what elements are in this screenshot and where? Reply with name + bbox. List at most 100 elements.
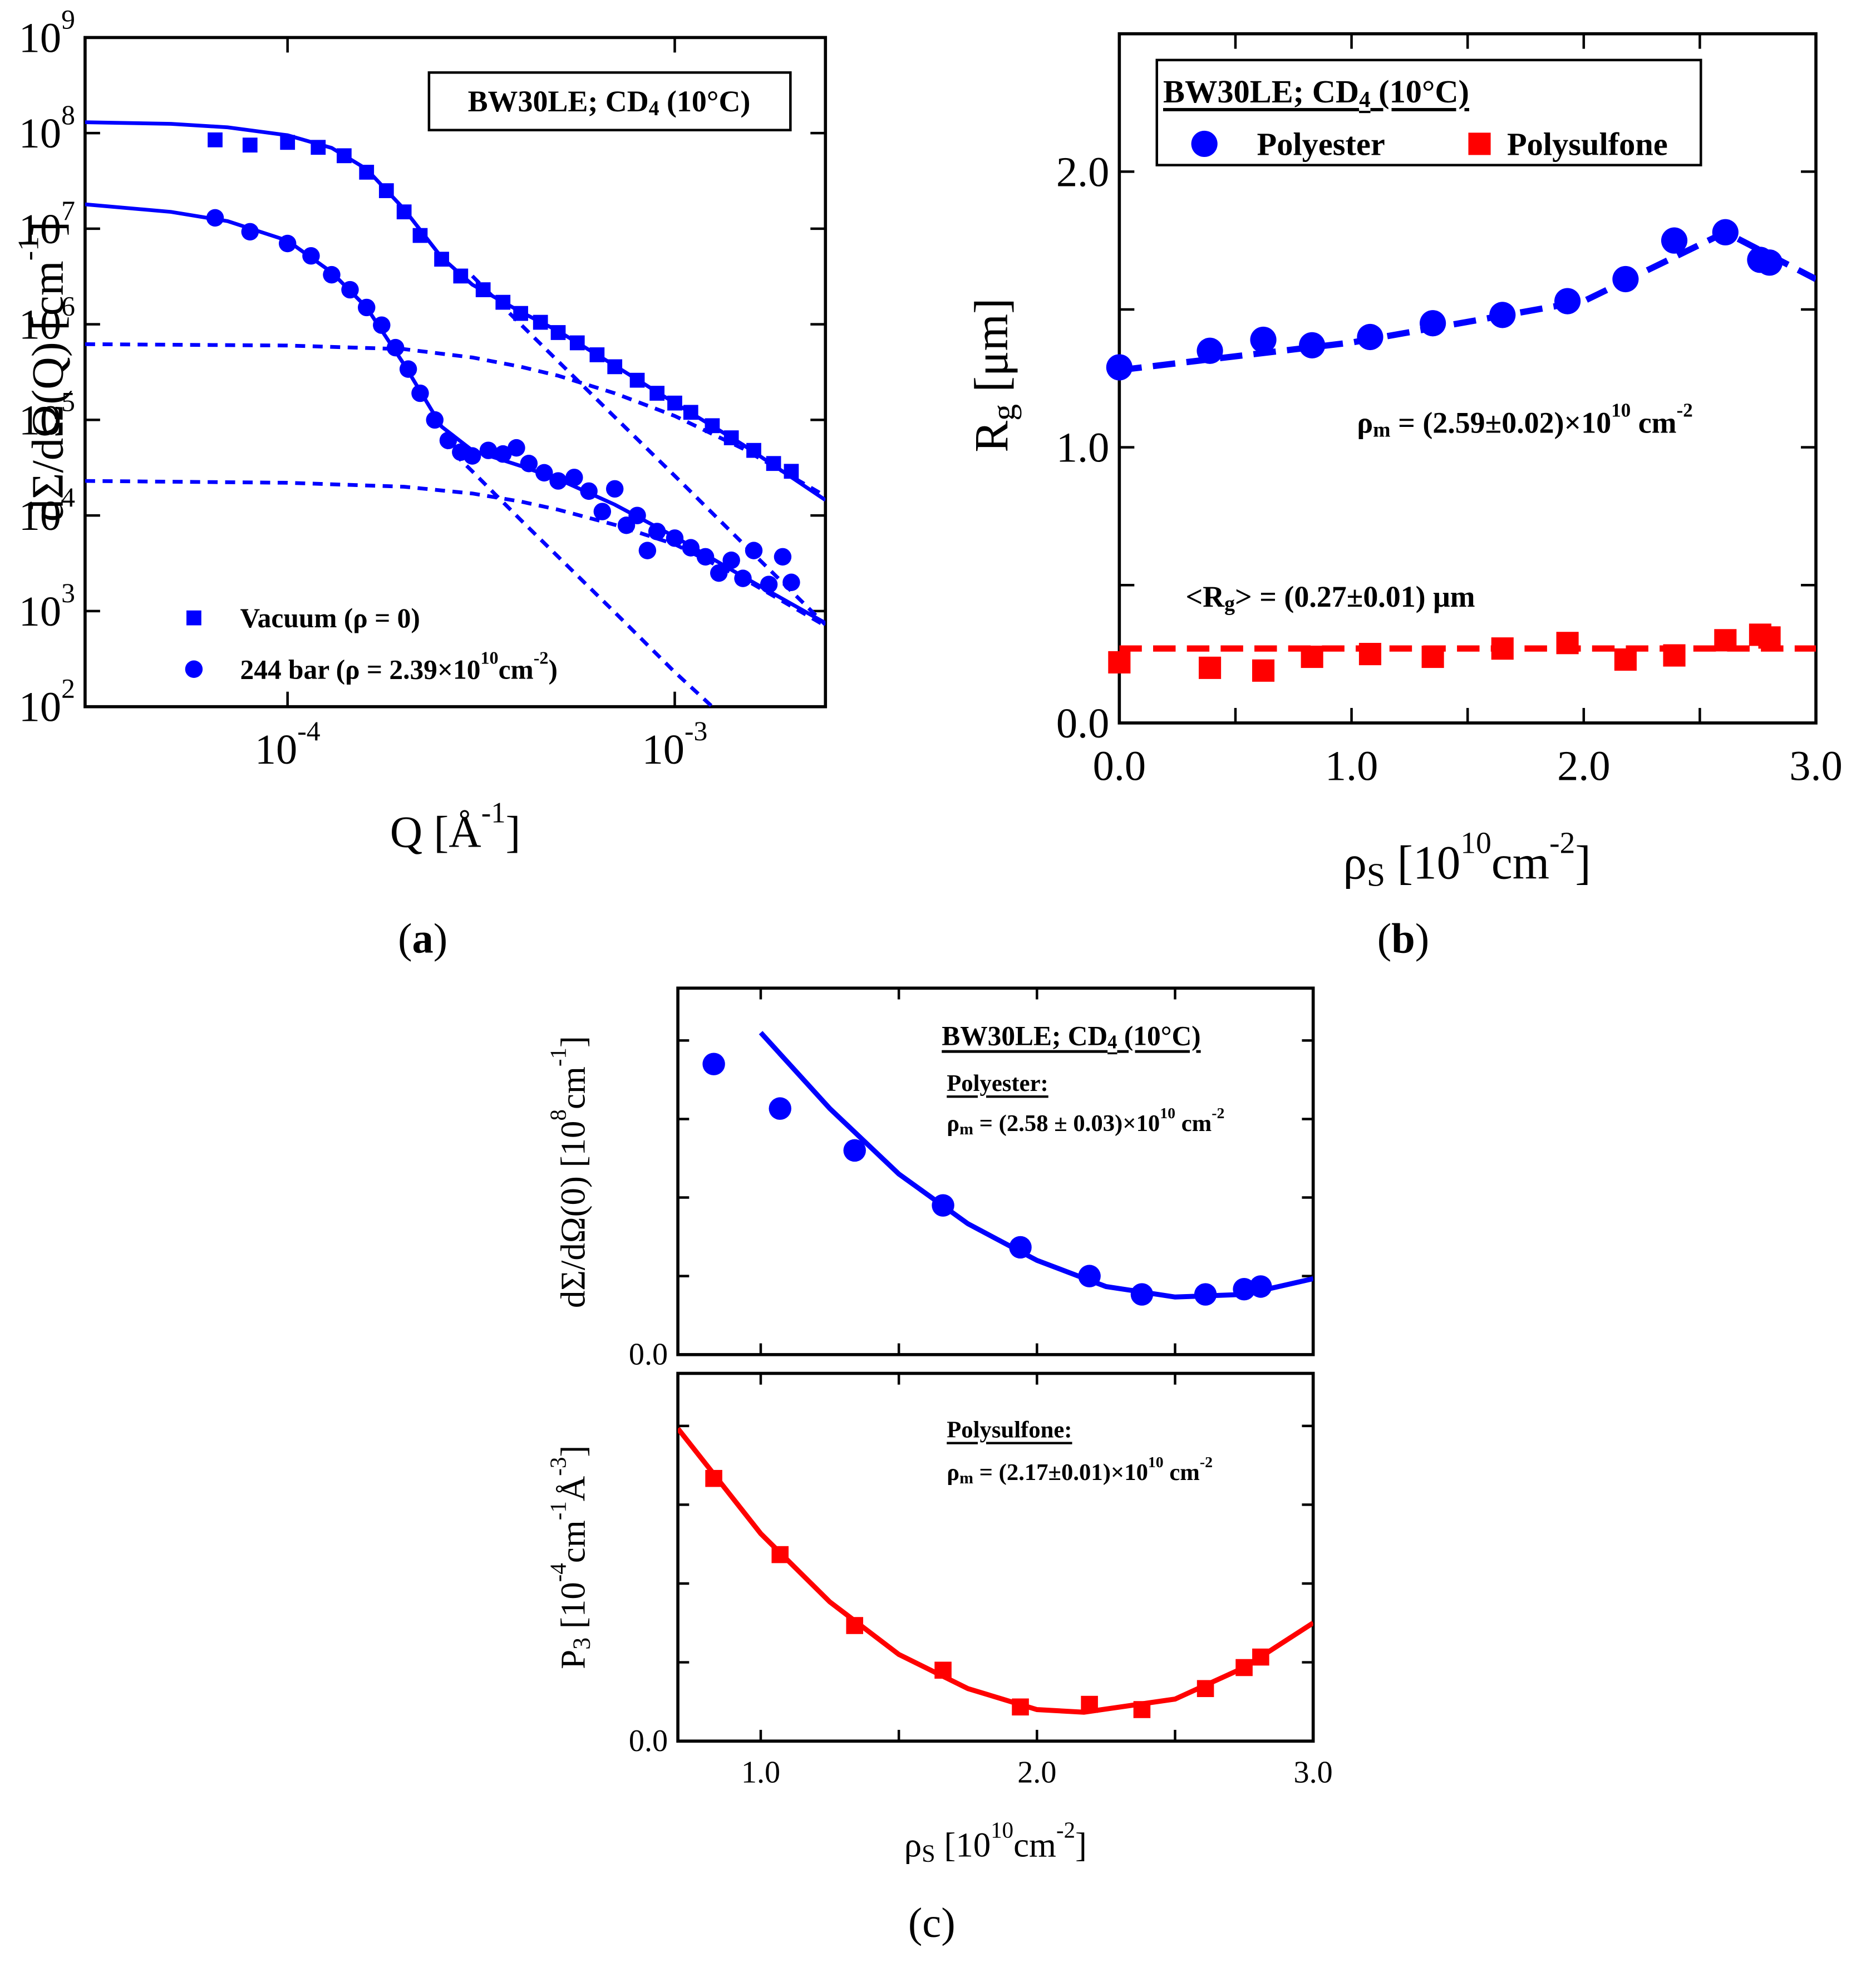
annotation: ρm = (2.17±0.01)×1010 cm-2	[947, 1454, 1213, 1488]
circle-point	[769, 1097, 791, 1120]
text-segment: ρ	[1357, 406, 1373, 440]
legend-label: 244 bar (ρ = 2.39×1010cm-2)	[240, 648, 558, 685]
text-segment: )	[548, 654, 557, 685]
square-point	[1133, 1701, 1151, 1718]
circle-point	[302, 247, 320, 265]
square-point	[495, 294, 511, 310]
square-point	[434, 252, 449, 267]
text-segment: 10	[19, 683, 61, 730]
circle-point	[1130, 1283, 1154, 1306]
y-tick-label: 1.0	[1056, 424, 1110, 471]
text-segment: [10	[553, 1582, 592, 1638]
text-segment: 10	[19, 110, 61, 157]
text-segment: -1	[545, 1501, 570, 1520]
circle-point	[696, 548, 715, 566]
circle-point	[479, 441, 498, 459]
x-axis-label: ρS [1010cm-2]	[904, 1818, 1087, 1867]
y-axis-label: dΣ/dΩ(0) [108cm-1]	[545, 1036, 592, 1308]
text-segment: ρ	[1343, 837, 1367, 889]
square-point	[649, 386, 665, 401]
square-point	[705, 418, 720, 434]
circle-point	[1233, 1277, 1255, 1301]
square-point	[934, 1661, 952, 1679]
plot-frame	[83, 36, 828, 709]
square-point	[766, 456, 781, 471]
text-segment: R	[966, 421, 1018, 453]
text-segment: ]	[1075, 1826, 1087, 1865]
legend-marker	[1191, 130, 1218, 158]
title-box	[427, 71, 792, 131]
text-segment: ]	[553, 1445, 592, 1457]
circle-point	[734, 569, 752, 587]
text-segment: Vacuum (ρ = 0)	[240, 603, 420, 633]
text-segment: [10	[935, 1826, 991, 1865]
text-segment: ]	[553, 1036, 592, 1048]
annotation: <Rg> = (0.27±0.01) μm	[1185, 580, 1475, 616]
square-point	[746, 442, 761, 458]
text-segment: = (2.17±0.01)×10	[973, 1459, 1148, 1485]
text-segment: -2	[1677, 399, 1693, 421]
circle-point	[341, 281, 359, 299]
square-point	[1358, 643, 1382, 666]
y-tick-label: 104	[19, 483, 75, 539]
text-segment: Polyester:	[947, 1070, 1048, 1096]
text-segment: (10°C)	[659, 85, 751, 118]
square-point	[280, 135, 296, 150]
square-point	[784, 464, 799, 479]
legend-marker	[185, 660, 203, 678]
text-segment: -3	[545, 1457, 570, 1476]
text-segment: 3	[568, 1638, 595, 1650]
circle-point	[666, 529, 684, 547]
square-point	[1235, 1659, 1253, 1676]
text-segment: 244 bar (ρ = 2.39×10	[240, 654, 481, 685]
annotation: ρm = (2.58 ± 0.03)×1010 cm-2	[947, 1105, 1224, 1139]
y-tick-label: 108	[19, 100, 75, 157]
text-segment: 4	[1359, 87, 1370, 112]
text-segment: 10	[1460, 826, 1491, 860]
text-segment: 10	[19, 492, 61, 539]
text-segment: 2.0	[1017, 1755, 1056, 1789]
legend-box	[1155, 58, 1702, 166]
y-tick-label: 0.0	[1056, 699, 1110, 746]
text-segment: 1.0	[741, 1755, 780, 1789]
x-tick-label: 1.0	[1325, 742, 1378, 789]
text-segment: BW30LE; CD	[468, 85, 649, 118]
circle-point	[628, 507, 646, 524]
legend-marker	[1468, 132, 1491, 155]
text-segment: 6	[61, 291, 75, 322]
circle-point	[1357, 323, 1383, 351]
square-point	[1758, 626, 1781, 649]
circle-point	[760, 576, 778, 593]
circle-point	[1712, 219, 1739, 245]
text-segment: 10	[1160, 1105, 1175, 1122]
text-segment: ]	[1575, 837, 1591, 889]
circle-point	[1106, 354, 1133, 381]
plot-frame	[676, 1371, 1315, 1743]
square-point	[359, 165, 375, 180]
text-segment: S	[1367, 857, 1385, 893]
circle-point	[411, 384, 429, 402]
circle-point	[638, 542, 657, 559]
circle-point	[399, 360, 417, 378]
square-point	[1012, 1698, 1029, 1716]
square-point	[683, 405, 698, 420]
circle-point	[565, 469, 583, 486]
y-tick-label: 106	[19, 291, 75, 348]
circle-point	[1756, 249, 1783, 276]
circle-point	[206, 209, 224, 227]
plot-frame	[1117, 32, 1818, 725]
text-segment: 0.0	[1056, 699, 1110, 746]
text-segment: -2	[534, 648, 549, 668]
circle-point	[843, 1139, 866, 1162]
text-segment: 10	[19, 301, 61, 348]
circle-point	[932, 1194, 954, 1217]
circle-point	[1196, 337, 1223, 364]
square-point	[1196, 1680, 1214, 1698]
circle-point	[745, 542, 763, 559]
square-point	[771, 1546, 789, 1563]
text-segment: 2.0	[1056, 148, 1110, 195]
text-segment: [μm]	[966, 298, 1018, 404]
text-segment: 7	[61, 195, 75, 226]
circle-point	[508, 439, 525, 457]
square-point	[1614, 648, 1637, 671]
